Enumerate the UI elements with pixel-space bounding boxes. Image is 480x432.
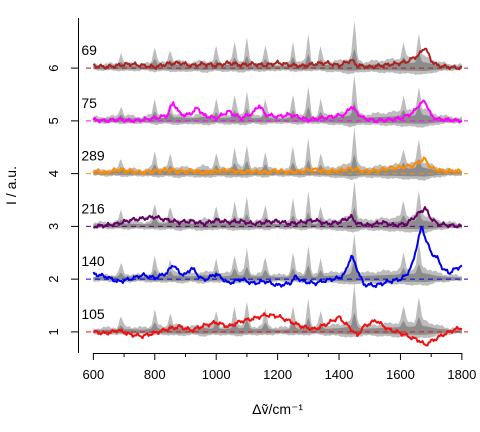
series-line-289 xyxy=(92,156,463,176)
y-tick-label: 1 xyxy=(46,328,61,335)
reference-band-outer xyxy=(93,20,462,75)
baseline-dashes xyxy=(86,67,468,333)
y-tick-label: 3 xyxy=(46,223,61,230)
y-tick-label: 4 xyxy=(46,170,61,177)
x-axis: 600 800 1000 1200 1400 1600 1800 xyxy=(83,353,476,382)
y-tick-label: 5 xyxy=(46,117,61,124)
reference-band-outer xyxy=(93,127,462,181)
series-label-140: 140 xyxy=(81,253,105,269)
series-label-289: 289 xyxy=(81,148,105,164)
series-line-216 xyxy=(92,206,463,229)
x-axis-title: Δṽ/cm⁻¹ xyxy=(252,401,303,417)
reference-band-inner xyxy=(93,259,462,282)
series-labels: 105 140 216 289 75 69 xyxy=(81,42,105,322)
series-line-105 xyxy=(92,312,463,347)
y-axis-title: I / a.u. xyxy=(3,166,19,205)
x-tick-label: 1200 xyxy=(263,367,292,382)
y-tick-label: 6 xyxy=(46,65,61,72)
series-lines xyxy=(92,47,463,347)
y-axis: 1 2 3 4 5 6 xyxy=(46,18,79,353)
series-line-69 xyxy=(92,47,463,71)
x-tick-label: 1800 xyxy=(447,367,476,382)
series-label-75: 75 xyxy=(81,95,97,111)
reference-band-inner xyxy=(93,206,462,230)
y-tick-label: 2 xyxy=(46,276,61,283)
series-label-69: 69 xyxy=(81,42,97,58)
x-tick-label: 800 xyxy=(144,367,166,382)
series-label-105: 105 xyxy=(81,306,105,322)
x-tick-label: 1000 xyxy=(202,367,231,382)
series-line-75 xyxy=(92,99,463,124)
series-label-216: 216 xyxy=(81,200,105,216)
x-tick-label: 1600 xyxy=(386,367,415,382)
series-line-140 xyxy=(92,225,463,289)
x-tick-label: 600 xyxy=(83,367,105,382)
x-tick-label: 1400 xyxy=(325,367,354,382)
